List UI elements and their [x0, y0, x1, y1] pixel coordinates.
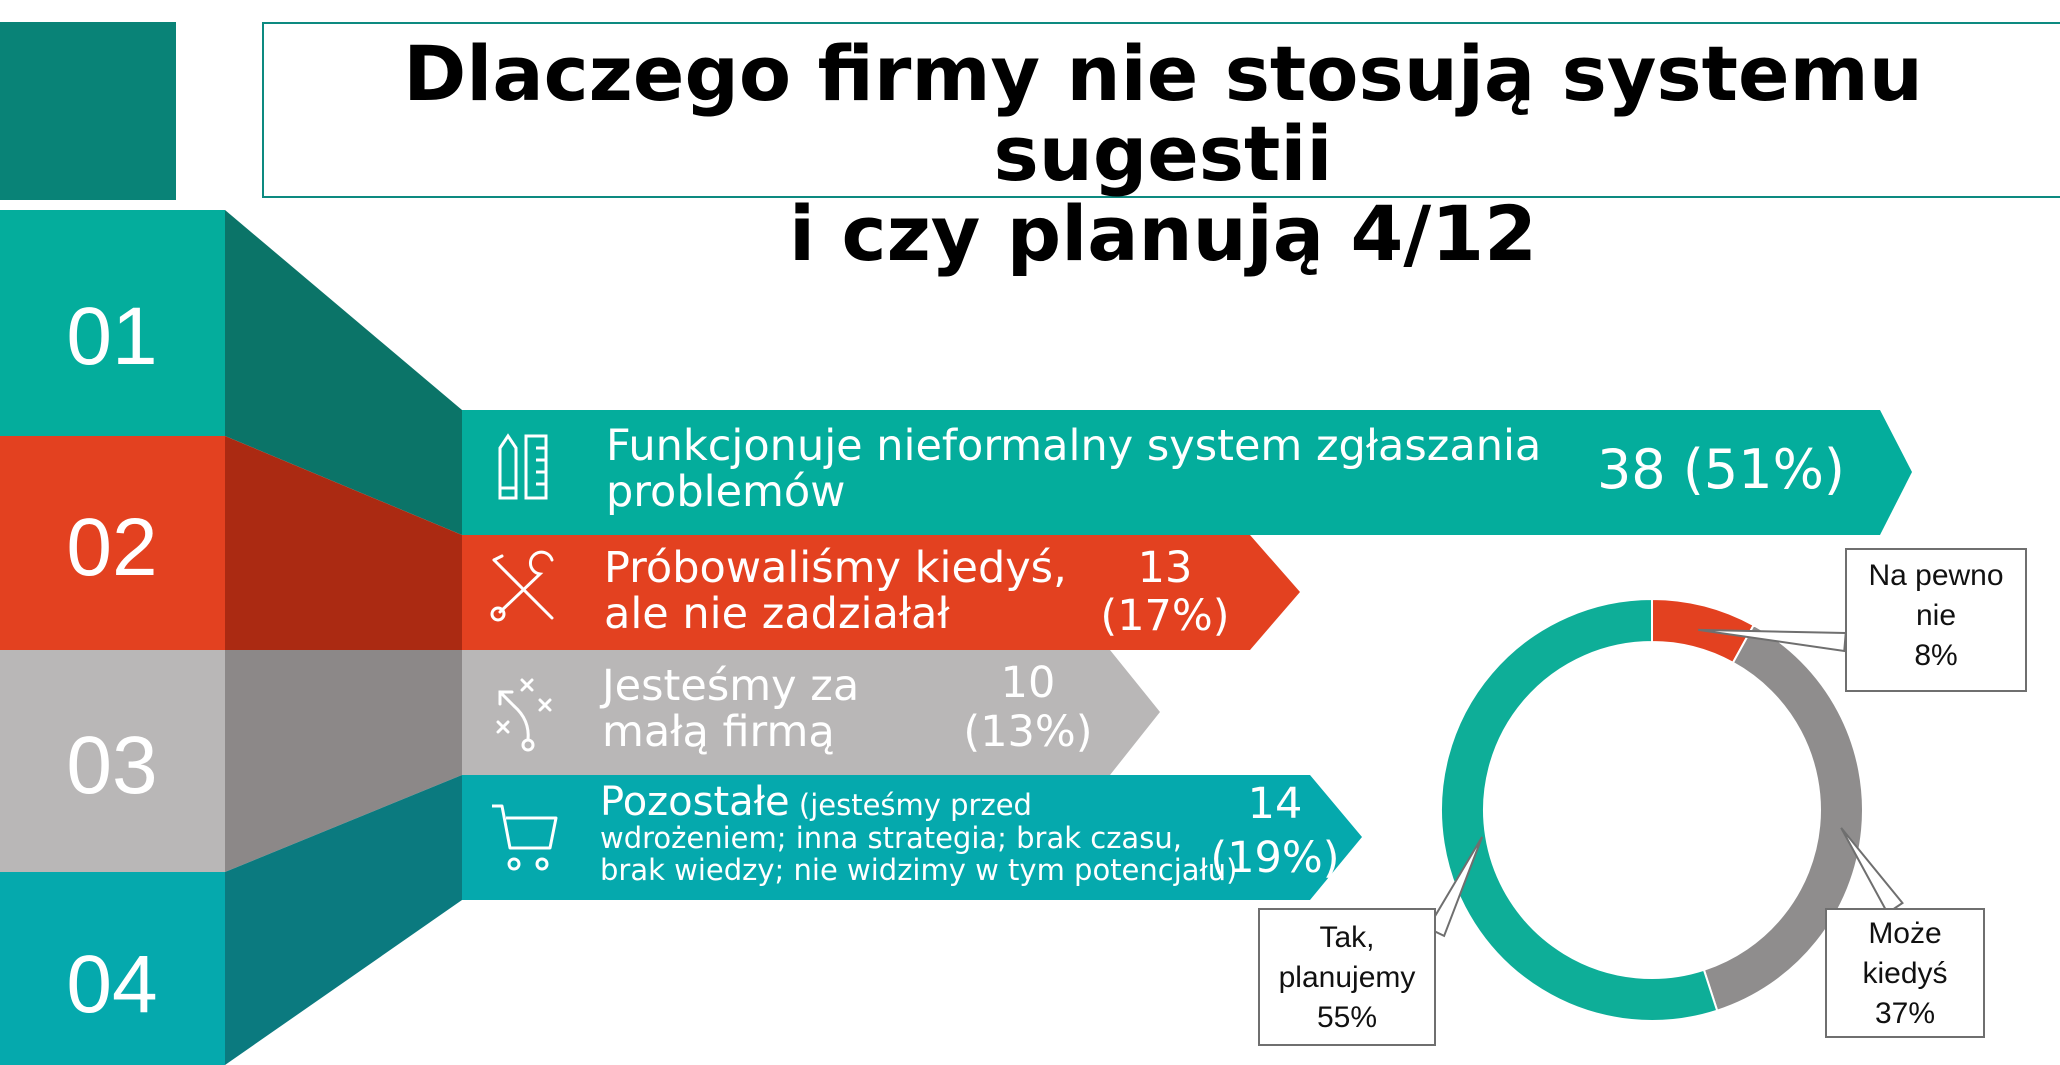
- step-number-02: 02: [66, 502, 157, 593]
- bar-value-label: 13: [1138, 543, 1193, 593]
- slice-label-line: kiedyś: [1862, 957, 1948, 990]
- step-number-04: 04: [66, 939, 157, 1030]
- donut-chart: [1440, 597, 1864, 1022]
- step-number-01: 01: [66, 291, 157, 382]
- bar-label-line: ale nie zadziałał: [604, 589, 950, 639]
- corner-accent-block: [0, 22, 176, 200]
- funnel-wedge-01: [225, 210, 462, 535]
- slice-label-line: planujemy: [1278, 961, 1416, 994]
- callout-na-pewno-nie: Na pewno nie 8%: [1845, 548, 2027, 692]
- bar-arrow-02: [462, 535, 1300, 650]
- bar-label-line: Jesteśmy za: [599, 661, 859, 711]
- funnel-wedge-04: [225, 775, 462, 1065]
- slice-label-line: Na pewno: [1868, 559, 2004, 592]
- number-tab-04: [0, 872, 225, 1065]
- slice-label-line: Może: [1868, 917, 1942, 950]
- bar-label-line: Pozostałe (jesteśmy przed: [600, 779, 1032, 825]
- callout-leaders: [1426, 628, 1904, 938]
- callout-pointer: [1426, 836, 1484, 938]
- page-title: Dlaczego firmy nie stosują systemu suges…: [264, 34, 2060, 274]
- funnel-wedge-02: [225, 436, 462, 650]
- number-tab-03: [0, 650, 225, 872]
- strategy-play-icon: [496, 678, 552, 752]
- bar-value-label: (19%): [1210, 833, 1339, 883]
- callout-tak-planujemy: Tak, planujemy 55%: [1258, 908, 1436, 1046]
- bar-label-line-small: brak wiedzy; nie widzimy w tym potencjał…: [600, 853, 1238, 887]
- step-number-03: 03: [66, 720, 157, 811]
- bar-value-label: (17%): [1100, 591, 1229, 641]
- slice-label-line: nie: [1915, 599, 1957, 632]
- title-box: Dlaczego firmy nie stosują systemu suges…: [262, 22, 2060, 274]
- title-line-1: Dlaczego firmy nie stosują systemu suges…: [403, 29, 1923, 198]
- bar-arrow-04: [462, 775, 1362, 900]
- bar-label-main: Pozostałe: [600, 779, 790, 825]
- shopping-cart-icon: [492, 804, 558, 871]
- wrench-screwdriver-icon: [490, 550, 554, 622]
- funnel-wedge-03: [225, 650, 462, 872]
- title-line-2: i czy planują 4/12: [789, 189, 1537, 278]
- pencil-ruler-icon: [498, 433, 548, 500]
- slice-label-line: Tak,: [1319, 921, 1375, 954]
- number-tab-02: [0, 436, 225, 650]
- bar-label-line: małą firmą: [602, 707, 835, 757]
- slice-value-label: 37%: [1874, 997, 1936, 1030]
- bar-label-line-small: wdrożeniem; inna strategia; brak czasu,: [600, 821, 1182, 855]
- bar-arrow-03: [462, 650, 1160, 775]
- bar-label-note: (jesteśmy przed: [790, 788, 1032, 822]
- bar-value-label: (13%): [963, 707, 1092, 757]
- number-tab-01: [0, 210, 225, 436]
- bar-value-label: 10: [1001, 658, 1056, 708]
- bar-label-line: Funkcjonuje nieformalny system zgłaszani…: [606, 421, 1541, 471]
- donut-slice: [1440, 597, 1719, 1022]
- bar-arrow-01: [462, 410, 1912, 535]
- slice-value-label: 55%: [1316, 1001, 1378, 1034]
- bar-label-line: Próbowaliśmy kiedyś,: [604, 543, 1067, 593]
- bar-value-label: 14: [1248, 779, 1303, 829]
- bar-label-line: problemów: [606, 467, 845, 517]
- callout-moze-kiedys: Może kiedyś 37%: [1825, 908, 1985, 1038]
- slice-value-label: 8%: [1914, 639, 1958, 672]
- bar-value-label: 38 (51%): [1597, 438, 1845, 501]
